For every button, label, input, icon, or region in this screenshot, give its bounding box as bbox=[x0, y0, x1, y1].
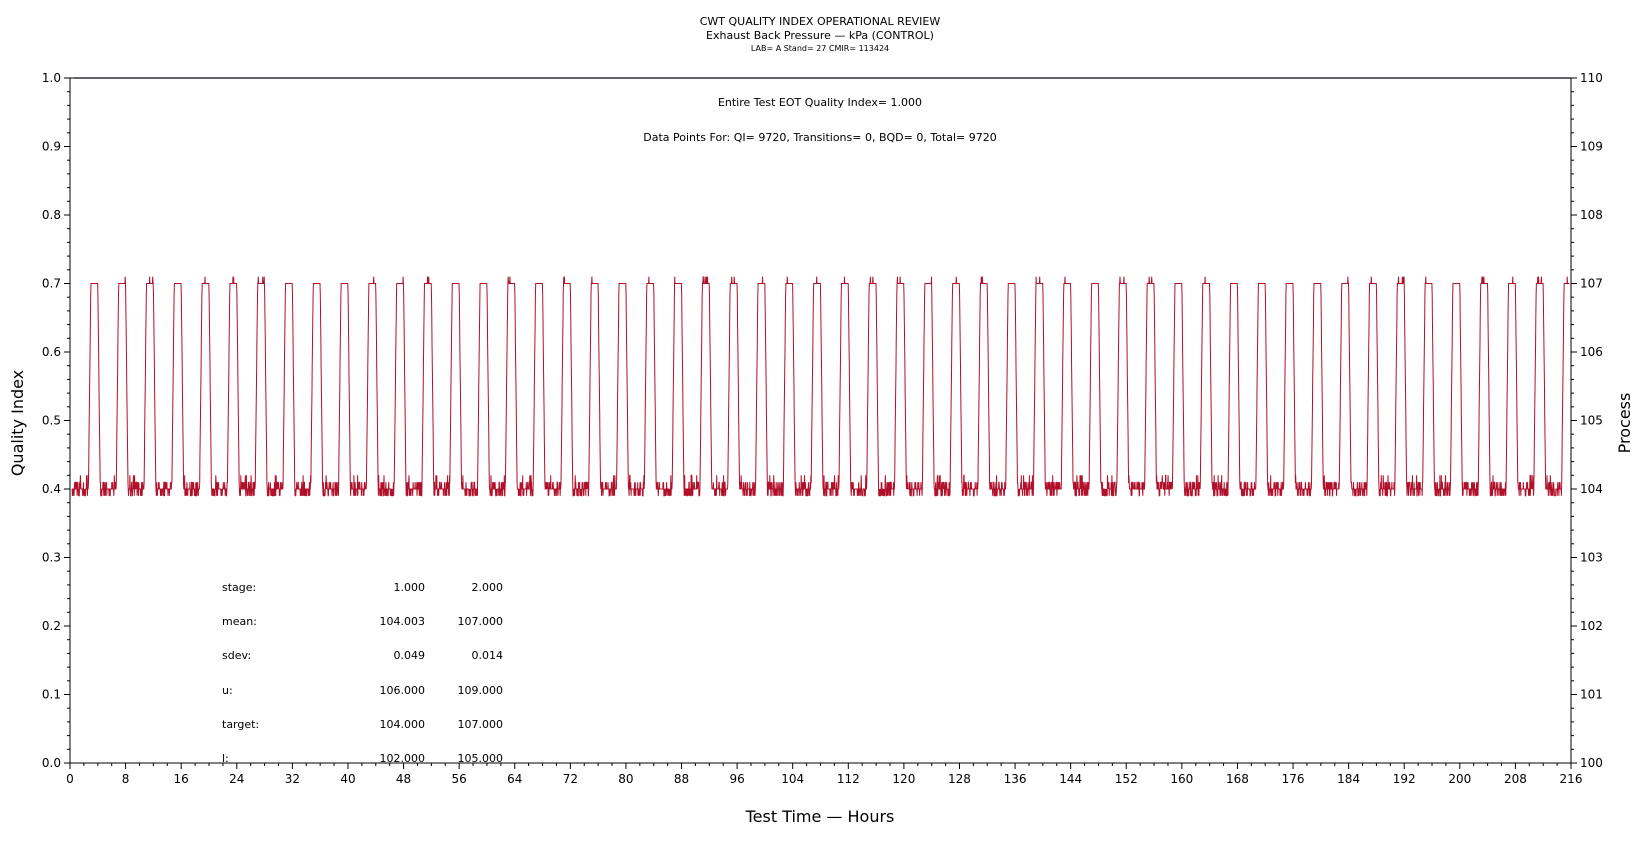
y-right-tick-label: 108 bbox=[1580, 208, 1603, 222]
y-left-tick-label: 0.3 bbox=[42, 551, 61, 565]
y-axis-left-title: Quality Index bbox=[8, 370, 27, 476]
x-tick-label: 208 bbox=[1504, 772, 1527, 786]
y-left-tick-label: 0.0 bbox=[42, 756, 61, 770]
stats-row-stage1: 106.000 bbox=[380, 684, 426, 697]
y-right-tick-label: 104 bbox=[1580, 482, 1603, 496]
stats-row-stage1: 104.000 bbox=[380, 718, 426, 731]
stats-row-stage1: 102.000 bbox=[380, 752, 426, 765]
y-axis-right-title: Process bbox=[1615, 393, 1634, 454]
y-left-tick-label: 0.9 bbox=[42, 140, 61, 154]
stats-row-stage2: 107.000 bbox=[458, 718, 504, 731]
y-left-tick-label: 1.0 bbox=[42, 71, 61, 85]
chart-title: CWT QUALITY INDEX OPERATIONAL REVIEW bbox=[700, 15, 941, 28]
stats-row-label: sdev: bbox=[222, 649, 251, 662]
stats-row-stage2: 107.000 bbox=[458, 615, 504, 628]
x-tick-label: 56 bbox=[452, 772, 467, 786]
x-tick-label: 80 bbox=[618, 772, 633, 786]
x-tick-label: 112 bbox=[837, 772, 860, 786]
stats-table: stage: 1.000 2.000 mean: 104.003 107.000 sdev:… bbox=[222, 581, 503, 765]
y-left-tick-label: 0.5 bbox=[42, 414, 61, 428]
stats-row-stage1: 104.003 bbox=[380, 615, 426, 628]
axes-layer: 0 8 16 24 32 40 48 56 64 72 80 88 96 104 112 120 128 136 1… bbox=[42, 71, 1603, 786]
x-tick-label: 192 bbox=[1393, 772, 1416, 786]
x-tick-label: 64 bbox=[507, 772, 522, 786]
series-layer bbox=[71, 276, 1570, 497]
y-left-tick-label: 0.6 bbox=[42, 345, 61, 359]
x-tick-label: 144 bbox=[1059, 772, 1082, 786]
y-left-tick-label: 0.7 bbox=[42, 277, 61, 291]
x-tick-label: 160 bbox=[1170, 772, 1193, 786]
x-tick-label: 104 bbox=[781, 772, 804, 786]
x-tick-label: 24 bbox=[229, 772, 244, 786]
stats-row-label: mean: bbox=[222, 615, 257, 628]
x-tick-label: 152 bbox=[1115, 772, 1138, 786]
x-tick-label: 200 bbox=[1448, 772, 1471, 786]
chart-subtitle-small: LAB= A Stand= 27 CMIR= 113424 bbox=[751, 44, 889, 53]
y-left-tick-label: 0.4 bbox=[42, 482, 61, 496]
x-tick-label: 184 bbox=[1337, 772, 1360, 786]
x-tick-label: 16 bbox=[174, 772, 189, 786]
y-right-tick-label: 106 bbox=[1580, 345, 1603, 359]
y-right-tick-label: 101 bbox=[1580, 688, 1603, 702]
x-tick-label: 128 bbox=[948, 772, 971, 786]
x-tick-label: 168 bbox=[1226, 772, 1249, 786]
x-tick-label: 72 bbox=[563, 772, 578, 786]
stats-row-stage2: 109.000 bbox=[458, 684, 504, 697]
y-right-tick-label: 109 bbox=[1580, 140, 1603, 154]
x-tick-label: 40 bbox=[340, 772, 355, 786]
plot-frame bbox=[69, 77, 1572, 764]
stats-row-label: u: bbox=[222, 684, 233, 697]
y-right-tick-label: 102 bbox=[1580, 619, 1603, 633]
x-tick-label: 88 bbox=[674, 772, 689, 786]
x-tick-label: 48 bbox=[396, 772, 411, 786]
x-tick-label: 0 bbox=[66, 772, 74, 786]
y-right-tick-label: 100 bbox=[1580, 756, 1603, 770]
stats-row-label: l: bbox=[222, 752, 229, 765]
x-tick-label: 216 bbox=[1560, 772, 1583, 786]
stats-row-label: stage: bbox=[222, 581, 256, 594]
y-left-tick-label: 0.1 bbox=[42, 688, 61, 702]
eot-annotation: Entire Test EOT Quality Index= 1.000 bbox=[718, 96, 922, 109]
y-right-tick-label: 103 bbox=[1580, 551, 1603, 565]
x-tick-label: 96 bbox=[729, 772, 744, 786]
stats-row-stage2: 0.014 bbox=[472, 649, 504, 662]
x-tick-label: 32 bbox=[285, 772, 300, 786]
x-axis-title: Test Time — Hours bbox=[745, 807, 895, 826]
stats-row-stage1: 0.049 bbox=[394, 649, 426, 662]
stats-row-label: target: bbox=[222, 718, 259, 731]
y-left-tick-label: 0.8 bbox=[42, 208, 61, 222]
stats-row-stage2: 105.000 bbox=[458, 752, 504, 765]
y-right-tick-label: 105 bbox=[1580, 414, 1603, 428]
x-tick-label: 176 bbox=[1282, 772, 1305, 786]
x-tick-label: 120 bbox=[892, 772, 915, 786]
x-tick-label: 8 bbox=[122, 772, 130, 786]
y-right-tick-label: 110 bbox=[1580, 71, 1603, 85]
stats-row-stage2: 2.000 bbox=[472, 581, 504, 594]
x-tick-label: 136 bbox=[1004, 772, 1027, 786]
data-points-annotation: Data Points For: QI= 9720, Transitions= … bbox=[643, 131, 997, 144]
y-right-tick-label: 107 bbox=[1580, 277, 1603, 291]
y-left-tick-label: 0.2 bbox=[42, 619, 61, 633]
process-series-line bbox=[71, 276, 1570, 497]
chart-subtitle: Exhaust Back Pressure — kPa (CONTROL) bbox=[706, 29, 934, 42]
stats-row-stage1: 1.000 bbox=[394, 581, 426, 594]
